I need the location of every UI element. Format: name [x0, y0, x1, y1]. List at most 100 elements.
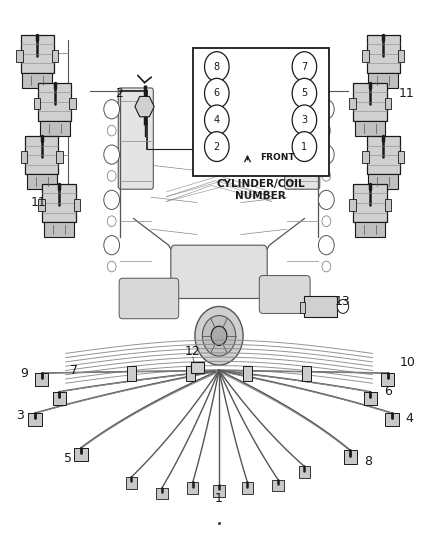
Bar	[52, 50, 58, 61]
Text: 1: 1	[301, 142, 307, 151]
Bar	[362, 50, 369, 61]
Bar	[34, 98, 40, 109]
Bar	[349, 98, 356, 109]
Text: 1: 1	[215, 492, 223, 505]
Bar	[156, 488, 168, 499]
Bar	[126, 477, 137, 489]
Bar	[191, 362, 204, 373]
Bar	[44, 222, 74, 237]
Bar	[38, 83, 71, 121]
Text: FRONT: FRONT	[261, 154, 295, 162]
Bar	[304, 296, 337, 317]
Bar	[398, 151, 404, 163]
Circle shape	[104, 190, 120, 209]
Bar	[368, 73, 398, 88]
Circle shape	[292, 105, 317, 135]
Circle shape	[292, 52, 317, 82]
Bar	[302, 366, 311, 381]
Circle shape	[318, 190, 334, 209]
Circle shape	[104, 100, 120, 119]
Bar	[22, 73, 52, 88]
Bar	[35, 373, 48, 386]
Circle shape	[104, 145, 120, 164]
Circle shape	[322, 216, 331, 227]
Circle shape	[107, 125, 116, 136]
Bar	[74, 199, 80, 211]
Text: 4: 4	[214, 115, 220, 125]
Circle shape	[318, 145, 334, 164]
Text: 12: 12	[185, 345, 201, 358]
Text: 5: 5	[301, 88, 307, 98]
Bar	[299, 466, 310, 478]
Bar	[193, 48, 328, 176]
Circle shape	[202, 316, 236, 356]
Bar	[385, 413, 399, 426]
Circle shape	[322, 125, 331, 136]
Circle shape	[107, 261, 116, 272]
Bar	[213, 485, 225, 497]
Text: 7: 7	[71, 364, 78, 377]
Bar	[40, 121, 70, 136]
Circle shape	[195, 306, 243, 365]
Bar	[56, 151, 63, 163]
Bar	[398, 50, 404, 61]
Bar	[127, 366, 136, 381]
Bar	[368, 174, 398, 189]
Bar	[367, 35, 400, 73]
Bar	[355, 121, 385, 136]
Text: CYLINDER/COIL: CYLINDER/COIL	[216, 179, 305, 189]
Bar	[344, 450, 357, 464]
Text: 11: 11	[30, 196, 46, 209]
Text: 9: 9	[20, 367, 28, 379]
Bar	[385, 199, 391, 211]
Bar	[243, 366, 252, 381]
Text: 3: 3	[16, 409, 24, 422]
Bar	[353, 83, 387, 121]
Bar	[42, 184, 76, 222]
Circle shape	[322, 261, 331, 272]
Bar	[74, 448, 88, 461]
Text: 7: 7	[301, 62, 307, 71]
Bar	[362, 151, 369, 163]
Text: NUMBER: NUMBER	[235, 191, 286, 201]
Circle shape	[205, 105, 229, 135]
Text: 4: 4	[406, 412, 413, 425]
Circle shape	[211, 326, 227, 345]
Text: 11: 11	[399, 87, 414, 100]
Text: 8: 8	[364, 455, 372, 467]
Bar	[69, 98, 76, 109]
Text: 10: 10	[399, 356, 415, 369]
FancyBboxPatch shape	[259, 276, 310, 313]
Circle shape	[205, 132, 229, 161]
Text: 5: 5	[64, 452, 72, 465]
Bar	[385, 98, 391, 109]
Circle shape	[107, 216, 116, 227]
Circle shape	[104, 236, 120, 255]
Bar	[186, 366, 195, 381]
FancyBboxPatch shape	[119, 278, 179, 319]
Bar	[25, 136, 58, 174]
Bar	[28, 413, 42, 426]
Circle shape	[205, 78, 229, 108]
Bar	[353, 184, 387, 222]
Bar	[187, 482, 198, 494]
Bar	[21, 151, 27, 163]
Bar	[242, 482, 253, 494]
FancyBboxPatch shape	[118, 88, 153, 189]
Bar	[272, 480, 284, 491]
Bar	[27, 174, 57, 189]
Bar	[364, 392, 377, 405]
Text: 13: 13	[335, 295, 351, 308]
Bar	[300, 302, 305, 313]
Circle shape	[318, 236, 334, 255]
Bar	[367, 136, 400, 174]
Circle shape	[205, 52, 229, 82]
Circle shape	[107, 171, 116, 181]
Circle shape	[292, 132, 317, 161]
Bar	[349, 199, 356, 211]
Circle shape	[318, 100, 334, 119]
Bar	[53, 392, 66, 405]
Text: 8: 8	[214, 62, 220, 71]
Bar	[381, 373, 394, 386]
Text: 6: 6	[384, 385, 392, 398]
